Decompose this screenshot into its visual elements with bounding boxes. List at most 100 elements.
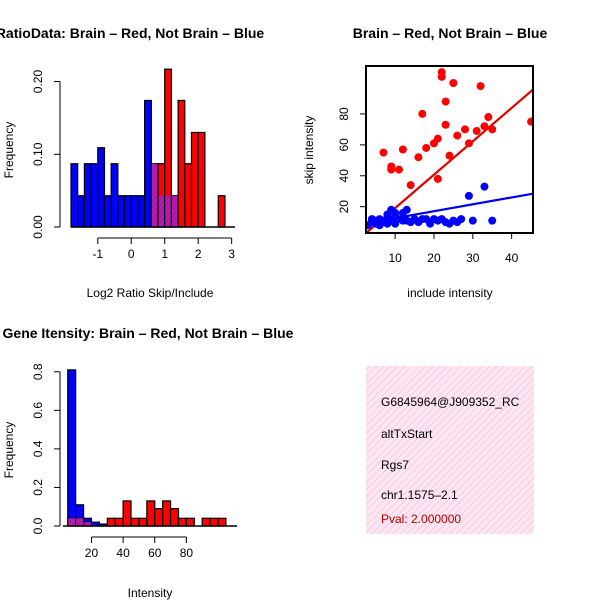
scatter-point-blue <box>457 215 466 224</box>
scatter-point-red <box>476 82 485 91</box>
intensity-hist-y-tick-label: 0.4 <box>31 440 45 457</box>
scatter-point-red <box>445 151 454 160</box>
intensity-hist-red-bar <box>169 508 180 527</box>
intensity-hist-red-bar <box>146 500 156 527</box>
scatter-point-red <box>379 148 388 157</box>
ratio-hist-blue-bar <box>123 195 132 228</box>
scatter-point-red <box>414 153 423 162</box>
ratio-hist-blue-bar <box>97 147 106 228</box>
scatter-point-blue <box>464 191 473 200</box>
scatter-point-red <box>441 120 450 129</box>
intensity-histogram-panel: Gene Itensity: Brain – Red, Not Brain – … <box>2 325 294 600</box>
scatter-title: Brain – Red, Not Brain – Blue <box>353 25 548 41</box>
intensity-hist-x-tick-label: 60 <box>148 546 162 560</box>
scatter-point-red <box>433 174 442 183</box>
ratio-hist-x-tick-label: 2 <box>195 247 202 261</box>
scatter-y-tick-label: 40 <box>337 169 351 183</box>
ratio-hist-red-bar <box>197 131 206 228</box>
intensity-histogram-bars <box>67 369 227 527</box>
intensity-hist-red-bar <box>106 517 116 527</box>
scatter-point-red <box>398 145 407 154</box>
ratio-histogram-axes: -1 0 1 2 3 0.00 0.10 0.20 <box>31 70 235 261</box>
scatter-point-red <box>472 126 481 135</box>
intensity-hist-red-bar <box>122 500 132 527</box>
intensity-hist-x-tick-label: 80 <box>180 546 194 560</box>
intensity-hist-blue-bar <box>67 369 77 527</box>
intensity-hist-y-tick-label: 0.0 <box>31 517 45 534</box>
scatter-point-blue <box>391 208 400 217</box>
scatter-ylabel: skip intensity <box>302 116 316 185</box>
scatter-point-red <box>488 125 497 134</box>
intensity-hist-overlap-hatch <box>76 518 83 526</box>
scatter-point-red <box>449 79 458 88</box>
scatter-point-blue <box>480 182 489 191</box>
scatter-point-red <box>441 97 450 106</box>
intensity-hist-x-tick-label: 40 <box>116 546 130 560</box>
ratio-hist-overlap-hatch <box>165 195 171 227</box>
scatter-point-red <box>464 139 473 148</box>
ratio-hist-x-tick-label: -1 <box>92 247 103 261</box>
intensity-hist-y-tick-label: 0.6 <box>31 402 45 419</box>
ratio-hist-blue-bar <box>137 195 146 228</box>
scatter-frame <box>365 65 534 234</box>
scatter-point-red <box>461 125 470 134</box>
scatter-point-red <box>433 134 442 143</box>
ratio-hist-blue-bar <box>103 195 112 228</box>
ratio-hist-overlap-hatch <box>151 163 158 227</box>
ratio-hist-x-tick-label: 0 <box>128 247 135 261</box>
ratio-hist-red-bar <box>217 195 226 228</box>
scatter-point-red <box>437 72 446 81</box>
intensity-hist-y-tick-label: 0.2 <box>31 479 45 496</box>
scatter-point-blue <box>488 216 497 225</box>
ratio-hist-overlap-hatch <box>172 195 178 227</box>
intensity-hist-red-bar <box>114 517 124 527</box>
scatter-xlabel: include intensity <box>407 286 492 300</box>
scatter-x-tick-label: 20 <box>427 251 441 265</box>
intensity-hist-red-bar <box>185 517 195 527</box>
scatter-y-tick-label: 80 <box>337 107 351 121</box>
info-location: chr1.1575–2.1 <box>381 488 458 502</box>
intensity-hist-red-bar <box>209 517 219 527</box>
scatter-point-red <box>387 165 396 174</box>
ratio-hist-blue-bar <box>130 195 139 228</box>
scatter-plot-area: 10 20 30 40 20 40 60 80 <box>337 65 534 265</box>
ratio-histogram-bars <box>70 68 226 228</box>
ratio-hist-blue-bar <box>70 163 79 228</box>
intensity-histogram-title: Gene Itensity: Brain – Red, Not Brain – … <box>3 325 294 341</box>
ratio-hist-y-tick-label: 0.10 <box>31 142 45 166</box>
scatter-point-red <box>484 113 493 122</box>
ratio-hist-blue-bar <box>117 195 126 228</box>
scatter-point-red <box>527 117 533 126</box>
scatter-panel: Brain – Red, Not Brain – Blue 10 20 30 40 20… <box>302 25 547 300</box>
ratio-histogram-ylabel: Frequency <box>2 122 16 179</box>
info-box-clip: G6845964@J909352_RC altTxStart Rgs7 chr1… <box>381 395 520 526</box>
info-pval: Pval: 2.000000 <box>381 512 461 526</box>
ratio-hist-red-bar <box>190 131 199 228</box>
ratio-hist-blue-bar <box>77 195 85 228</box>
scatter-point-red <box>453 131 462 140</box>
intensity-hist-red-bar <box>162 500 172 527</box>
intensity-histogram-ylabel: Frequency <box>2 422 16 479</box>
scatter-point-red <box>422 143 431 152</box>
intensity-histogram-axes: 20 40 60 80 0.0 0.2 0.4 0.6 0.8 <box>31 363 237 560</box>
scatter-x-tick-label: 30 <box>466 251 480 265</box>
ratio-hist-blue-bar <box>110 163 119 228</box>
scatter-point-red <box>395 165 404 174</box>
ratio-histogram-xlabel: Log2 Ratio Skip/Include <box>87 286 214 300</box>
intensity-hist-y-tick-label: 0.8 <box>31 363 45 380</box>
ratio-hist-blue-bar <box>144 99 152 228</box>
info-gene-name: Rgs7 <box>381 458 409 472</box>
intensity-histogram-xlabel: Intensity <box>128 586 173 600</box>
ratio-hist-blue-bar <box>83 163 92 228</box>
intensity-hist-overlap-hatch <box>84 522 91 526</box>
ratio-hist-x-tick-label: 3 <box>228 247 235 261</box>
intensity-hist-red-bar <box>177 517 187 527</box>
ratio-histogram-title: RatioData: Brain – Red, Not Brain – Blue <box>0 25 264 41</box>
intensity-hist-red-bar <box>201 517 211 527</box>
ratio-hist-overlap-hatch <box>158 195 165 227</box>
ratio-histogram-panel: RatioData: Brain – Red, Not Brain – Blue… <box>0 25 264 300</box>
scatter-point-red <box>480 122 489 131</box>
info-box-hatching <box>366 366 534 534</box>
intensity-hist-x-tick-label: 20 <box>85 546 99 560</box>
